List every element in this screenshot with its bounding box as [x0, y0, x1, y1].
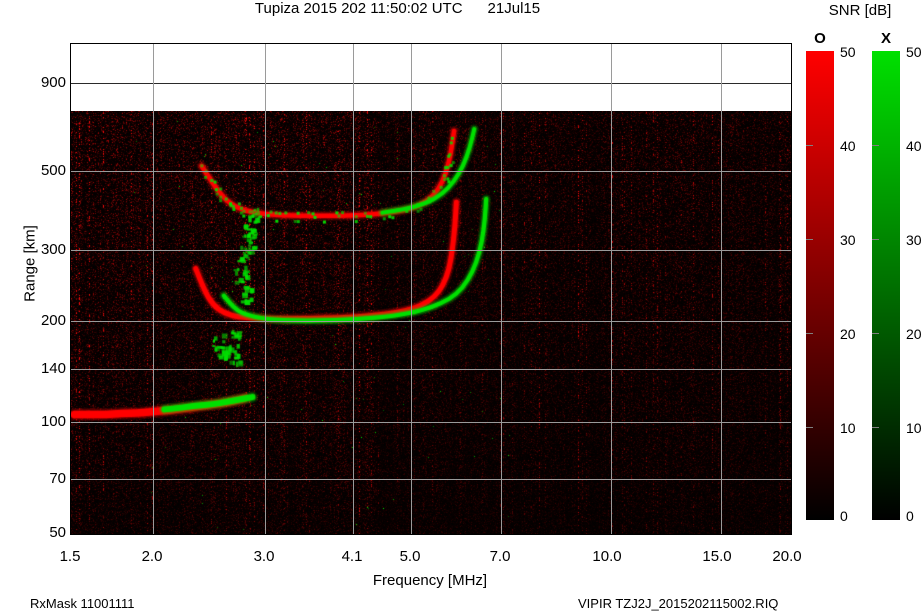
colorbar-x-tick-40: 40 — [906, 138, 922, 154]
gridline-x-2.0 — [153, 44, 154, 534]
x-axis-title: Frequency [MHz] — [372, 572, 488, 589]
colorbar-o-tick-10: 10 — [840, 420, 856, 436]
colorbar-x-mark-40 — [872, 145, 879, 146]
colorbar-o-mark-20 — [806, 333, 813, 334]
colorbar-o-mark-40 — [806, 145, 813, 146]
page-title: Tupiza 2015 202 11:50:02 UTC 21Jul15 — [254, 0, 541, 17]
x-tick-20.0: 20.0 — [772, 548, 802, 565]
colorbar-x-tick-10: 10 — [906, 420, 922, 436]
gridline-y-900 — [71, 83, 791, 84]
footer-filename: VIPIR TZJ2J_2015202115002.RIQ — [578, 596, 779, 611]
gridline-x-5.0 — [411, 44, 412, 534]
gridline-x-7.0 — [501, 44, 502, 534]
y-tick-500: 500 — [40, 162, 66, 179]
colorbar-x-tick-0: 0 — [906, 508, 914, 524]
colorbar-x-mark-10 — [872, 427, 879, 428]
colorbar-x-mark-20 — [872, 333, 879, 334]
colorbar-o-mark-30 — [806, 239, 813, 240]
x-tick-15.0: 15.0 — [702, 548, 732, 565]
colorbar-o-tick-30: 30 — [840, 232, 856, 248]
y-tick-50: 50 — [49, 524, 66, 541]
x-tick-10.0: 10.0 — [592, 548, 622, 565]
y-tick-200: 200 — [40, 312, 66, 329]
colorbar-o-tick-40: 40 — [840, 138, 856, 154]
gridline-y-100 — [71, 422, 791, 423]
colorbar-x-mark-30 — [872, 239, 879, 240]
x-tick-5.0: 5.0 — [399, 548, 421, 565]
x-tick-1.5: 1.5 — [59, 548, 81, 565]
trace-layer — [71, 111, 791, 534]
y-tick-300: 300 — [40, 241, 66, 258]
colorbar-o-tick-20: 20 — [840, 326, 856, 342]
y-tick-70: 70 — [49, 470, 66, 487]
y-axis-title: Range [km] — [21, 225, 39, 302]
gridline-x-3.0 — [265, 44, 266, 534]
colorbar-o-label: O — [814, 30, 826, 47]
plot-inner — [71, 44, 791, 534]
x-tick-4.1: 4.1 — [341, 548, 363, 565]
gridline-y-70 — [71, 479, 791, 480]
x-tick-3.0: 3.0 — [253, 548, 275, 565]
colorbar-x-tick-50: 50 — [906, 44, 922, 60]
gridline-y-500 — [71, 171, 791, 172]
colorbar-o-mark-10 — [806, 427, 813, 428]
colorbar-x-tick-30: 30 — [906, 232, 922, 248]
colorbar-x-label: X — [880, 30, 891, 47]
colorbar-o-gradient — [806, 51, 834, 520]
gridline-y-140 — [71, 369, 791, 370]
colorbar-o-tick-0: 0 — [840, 508, 848, 524]
colorbar-o-tick-50: 50 — [840, 44, 856, 60]
gridline-y-300 — [71, 250, 791, 251]
gridline-x-15.0 — [721, 44, 722, 534]
ionogram-data-canvas — [71, 111, 791, 534]
colorbar-x-tick-20: 20 — [906, 326, 922, 342]
y-tick-140: 140 — [40, 360, 66, 377]
ionogram-plot — [70, 43, 792, 535]
x-tick-7.0: 7.0 — [489, 548, 511, 565]
colorbar-x-gradient — [872, 51, 900, 520]
gridline-y-200 — [71, 321, 791, 322]
y-tick-100: 100 — [40, 413, 66, 430]
y-tick-900: 900 — [40, 74, 66, 91]
x-tick-2.0: 2.0 — [141, 548, 163, 565]
gridline-x-4.1 — [353, 44, 354, 534]
footer-rxmask: RxMask 11001111 — [30, 596, 135, 611]
gridline-x-10.0 — [611, 44, 612, 534]
colorbar-title: SNR [dB] — [828, 2, 892, 19]
